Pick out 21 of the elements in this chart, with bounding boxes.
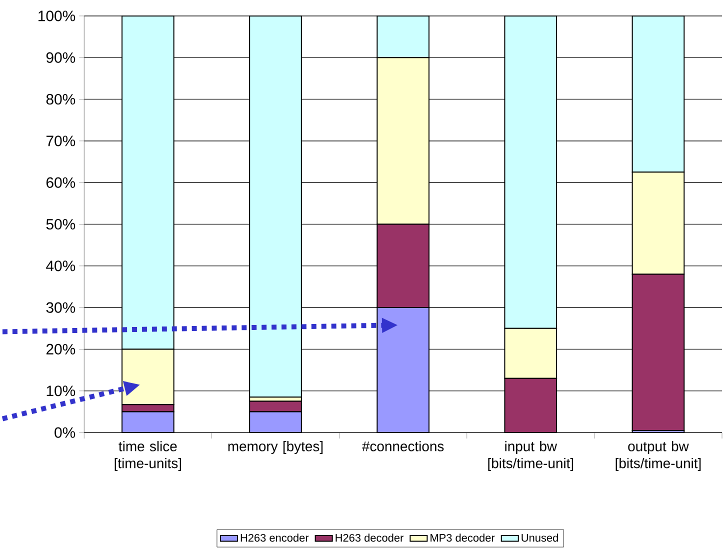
- x-tick-label: #connections: [362, 440, 444, 452]
- bar: [249, 15, 302, 398]
- legend-label: MP3 decoder: [430, 534, 495, 542]
- y-tick-label: 30%: [46, 302, 76, 313]
- y-tick-label: 0%: [54, 427, 76, 438]
- y-tick-label: 40%: [46, 260, 76, 272]
- y-tick-label: 50%: [46, 218, 76, 230]
- legend-label: H263 decoder: [336, 534, 404, 542]
- y-tick-label: 20%: [46, 344, 76, 354]
- y-tick-label: 100%: [38, 10, 76, 22]
- y-tick-label: 90%: [46, 52, 76, 63]
- x-tick-label: input bw [bits/time-unit]: [488, 440, 574, 471]
- x-tick-label: time slice [time-units]: [114, 440, 182, 471]
- legend-label: H263 encoder: [240, 534, 309, 542]
- legend-label: Unused: [522, 534, 558, 542]
- x-tick-label: memory [bytes]: [228, 440, 323, 454]
- y-tick-label: 10%: [46, 386, 76, 396]
- y-tick-label: 70%: [46, 136, 76, 146]
- y-tick-label: 60%: [46, 177, 76, 188]
- x-tick-label: output bw [bits/time-unit]: [616, 440, 701, 471]
- y-tick-label: 80%: [46, 94, 76, 104]
